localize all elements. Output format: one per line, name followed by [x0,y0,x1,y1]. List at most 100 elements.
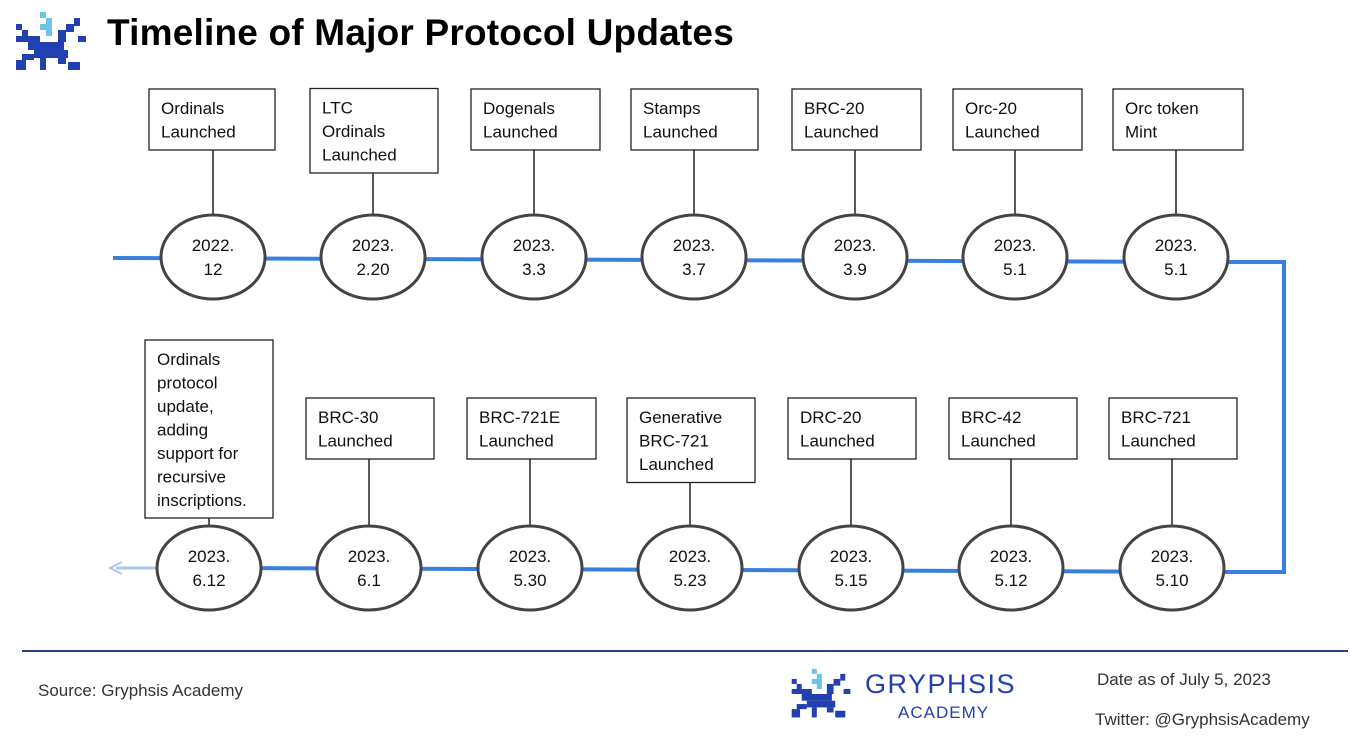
date-label-line: 3.7 [682,260,706,279]
event-box-top-5 [952,88,1083,151]
date-label-line: 5.10 [1155,571,1188,590]
event-label-line: Launched [1121,432,1196,451]
event-box-bottom-5 [948,397,1078,460]
brand-logo: GRYPHSIS ACADEMY [790,665,1040,725]
date-node-bottom-3 [636,524,744,612]
arrow-left-icon [107,561,123,575]
date-label-line: 5.30 [513,571,546,590]
event-label-line: BRC-721E [479,408,560,427]
event-label-line: Launched [965,123,1040,142]
event-label-line: Launched [800,432,875,451]
event-label-line: adding [157,421,208,440]
event-label-line: Orc token [1125,99,1199,118]
event-label-line: Dogenals [483,99,555,118]
event-label-line: Stamps [643,99,701,118]
date-node-top-1 [319,213,427,301]
date-label-line: 2023. [1155,236,1198,255]
event-label-line: Launched [161,123,236,142]
date-label-line: 2023. [990,547,1033,566]
date-node-top-4 [801,213,909,301]
event-box-top-6 [1112,88,1244,151]
date-node-bottom-2 [476,524,584,612]
date-label-line: 2023. [669,547,712,566]
source-note: Source: Gryphsis Academy [38,681,244,700]
twitter-handle: Twitter: @GryphsisAcademy [1095,710,1310,729]
event-label-line: Launched [483,123,558,142]
event-box-bottom-1 [305,397,435,460]
date-node-top-0 [159,213,267,301]
event-label-line: inscriptions. [157,491,247,510]
date-label-line: 5.23 [673,571,706,590]
event-label-line: Launched [318,432,393,451]
event-label-line: Launched [479,432,554,451]
event-label-line: Launched [322,146,397,165]
event-label-line: Launched [643,123,718,142]
date-label-line: 6.12 [192,571,225,590]
page-title: Timeline of Major Protocol Updates [107,12,734,53]
date-label-line: 2023. [994,236,1037,255]
event-label-line: BRC-42 [961,408,1021,427]
event-box-top-4 [791,88,922,151]
event-label-line: Ordinals [161,99,224,118]
date-node-bottom-5 [957,524,1065,612]
date-label-line: 5.1 [1003,260,1027,279]
date-node-top-5 [961,213,1069,301]
event-box-bottom-6 [1108,397,1238,460]
event-label-line: BRC-721 [639,432,709,451]
date-label-line: 2.20 [356,260,389,279]
event-box-top-2 [470,88,601,151]
date-label-line: 3.9 [843,260,867,279]
event-box-top-0 [148,88,276,151]
brand-subtitle: ACADEMY [898,703,990,722]
date-label-line: 12 [204,260,223,279]
date-label-line: 5.1 [1164,260,1188,279]
event-box-bottom-0 [144,339,274,519]
event-box-top-1 [309,87,439,174]
date-label-line: 2023. [673,236,716,255]
date-label-line: 2023. [513,236,556,255]
date-label-line: 3.3 [522,260,546,279]
event-box-bottom-3 [626,397,756,484]
event-label-line: LTC [322,99,353,118]
event-box-bottom-4 [787,397,917,460]
gryphsis-brand-icon [791,668,851,718]
date-label-line: 5.12 [994,571,1027,590]
date-node-top-3 [640,213,748,301]
date-label-line: 2023. [352,236,395,255]
event-label-line: update, [157,397,214,416]
date-label-line: 2022. [192,236,235,255]
event-label-line: BRC-721 [1121,408,1191,427]
event-label-line: BRC-20 [804,99,864,118]
event-label-line: BRC-30 [318,408,378,427]
date-label-line: 2023. [509,547,552,566]
date-note: Date as of July 5, 2023 [1097,670,1271,689]
date-label-line: 2023. [188,547,231,566]
event-label-line: Orc-20 [965,99,1017,118]
event-label-line: Ordinals [157,350,220,369]
event-label-line: support for [157,444,239,463]
date-node-top-2 [480,213,588,301]
footer-divider [22,650,1348,652]
event-label-line: recursive [157,468,226,487]
date-node-bottom-4 [797,524,905,612]
event-box-top-3 [630,88,759,151]
date-label-line: 5.15 [834,571,867,590]
event-label-line: Launched [804,123,879,142]
gryphsis-logo-icon [16,12,86,70]
date-node-bottom-0 [155,524,263,612]
event-label-line: protocol [157,374,217,393]
date-label-line: 2023. [348,547,391,566]
event-label-line: Launched [961,432,1036,451]
date-node-top-6 [1122,213,1230,301]
brand-name: GRYPHSIS [865,669,1017,699]
event-label-line: Ordinals [322,122,385,141]
date-label-line: 6.1 [357,571,381,590]
date-label-line: 2023. [834,236,877,255]
date-node-bottom-1 [315,524,423,612]
event-label-line: Mint [1125,123,1157,142]
event-label-line: Launched [639,455,714,474]
event-label-line: DRC-20 [800,408,861,427]
event-label-line: Generative [639,408,722,427]
date-label-line: 2023. [830,547,873,566]
